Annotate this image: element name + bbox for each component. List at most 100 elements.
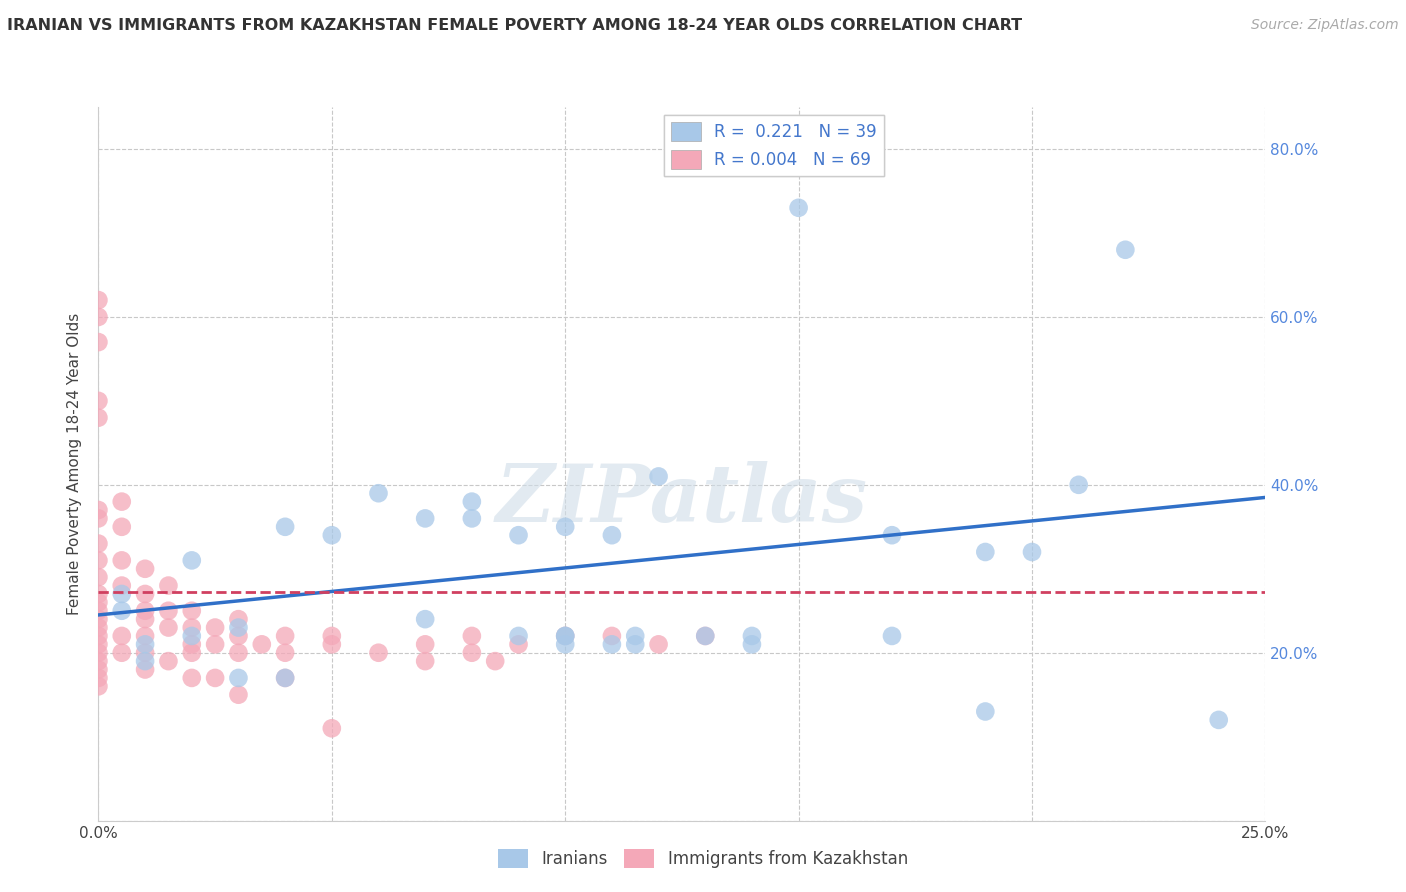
Point: [413, 612, 436, 626]
Text: IRANIAN VS IMMIGRANTS FROM KAZAKHSTAN FEMALE POVERTY AMONG 18-24 YEAR OLDS CORRE: IRANIAN VS IMMIGRANTS FROM KAZAKHSTAN FE…: [7, 18, 1022, 33]
Legend: R =  0.221   N = 39, R = 0.004   N = 69: R = 0.221 N = 39, R = 0.004 N = 69: [665, 115, 883, 176]
Point: [134, 604, 156, 618]
Point: [180, 621, 202, 635]
Point: [321, 637, 343, 651]
Point: [87, 595, 110, 609]
Point: [157, 578, 180, 592]
Point: [508, 637, 530, 651]
Point: [228, 646, 250, 660]
Point: [87, 637, 110, 651]
Point: [367, 486, 389, 500]
Point: [87, 679, 110, 693]
Point: [1067, 478, 1090, 492]
Point: [134, 612, 156, 626]
Point: [180, 604, 202, 618]
Point: [134, 663, 156, 677]
Point: [87, 553, 110, 567]
Point: [461, 494, 484, 508]
Point: [600, 637, 623, 651]
Point: [974, 545, 997, 559]
Point: [461, 646, 484, 660]
Point: [87, 503, 110, 517]
Point: [600, 528, 623, 542]
Point: [1208, 713, 1230, 727]
Point: [321, 629, 343, 643]
Point: [87, 604, 110, 618]
Point: [274, 671, 297, 685]
Point: [228, 621, 250, 635]
Point: [250, 637, 273, 651]
Point: [228, 688, 250, 702]
Point: [87, 570, 110, 584]
Point: [87, 587, 110, 601]
Point: [413, 654, 436, 668]
Point: [111, 578, 134, 592]
Point: [624, 629, 647, 643]
Legend: Iranians, Immigrants from Kazakhstan: Iranians, Immigrants from Kazakhstan: [491, 842, 915, 875]
Y-axis label: Female Poverty Among 18-24 Year Olds: Female Poverty Among 18-24 Year Olds: [67, 313, 83, 615]
Point: [508, 629, 530, 643]
Point: [974, 705, 997, 719]
Point: [321, 721, 343, 735]
Point: [787, 201, 810, 215]
Point: [461, 511, 484, 525]
Point: [180, 553, 202, 567]
Point: [880, 528, 903, 542]
Point: [554, 520, 576, 534]
Point: [180, 629, 202, 643]
Point: [880, 629, 903, 643]
Point: [554, 629, 576, 643]
Text: ZIPatlas: ZIPatlas: [496, 461, 868, 538]
Point: [624, 637, 647, 651]
Point: [87, 612, 110, 626]
Point: [87, 536, 110, 550]
Point: [111, 587, 134, 601]
Point: [134, 587, 156, 601]
Point: [87, 293, 110, 307]
Point: [461, 629, 484, 643]
Point: [87, 335, 110, 350]
Point: [180, 646, 202, 660]
Point: [1114, 243, 1136, 257]
Point: [157, 604, 180, 618]
Point: [111, 604, 134, 618]
Point: [228, 671, 250, 685]
Point: [647, 469, 669, 483]
Point: [157, 654, 180, 668]
Point: [321, 528, 343, 542]
Text: Source: ZipAtlas.com: Source: ZipAtlas.com: [1251, 18, 1399, 32]
Point: [111, 629, 134, 643]
Point: [647, 637, 669, 651]
Point: [87, 629, 110, 643]
Point: [274, 671, 297, 685]
Point: [695, 629, 717, 643]
Point: [111, 520, 134, 534]
Point: [413, 511, 436, 525]
Point: [413, 637, 436, 651]
Point: [134, 562, 156, 576]
Point: [180, 637, 202, 651]
Point: [600, 629, 623, 643]
Point: [157, 621, 180, 635]
Point: [204, 637, 226, 651]
Point: [554, 629, 576, 643]
Point: [87, 393, 110, 408]
Point: [695, 629, 717, 643]
Point: [367, 646, 389, 660]
Point: [134, 654, 156, 668]
Point: [87, 621, 110, 635]
Point: [87, 646, 110, 660]
Point: [111, 553, 134, 567]
Point: [1021, 545, 1043, 559]
Point: [87, 654, 110, 668]
Point: [228, 629, 250, 643]
Point: [87, 671, 110, 685]
Point: [134, 646, 156, 660]
Point: [134, 637, 156, 651]
Point: [134, 629, 156, 643]
Point: [180, 671, 202, 685]
Point: [508, 528, 530, 542]
Point: [741, 629, 763, 643]
Point: [111, 494, 134, 508]
Point: [484, 654, 506, 668]
